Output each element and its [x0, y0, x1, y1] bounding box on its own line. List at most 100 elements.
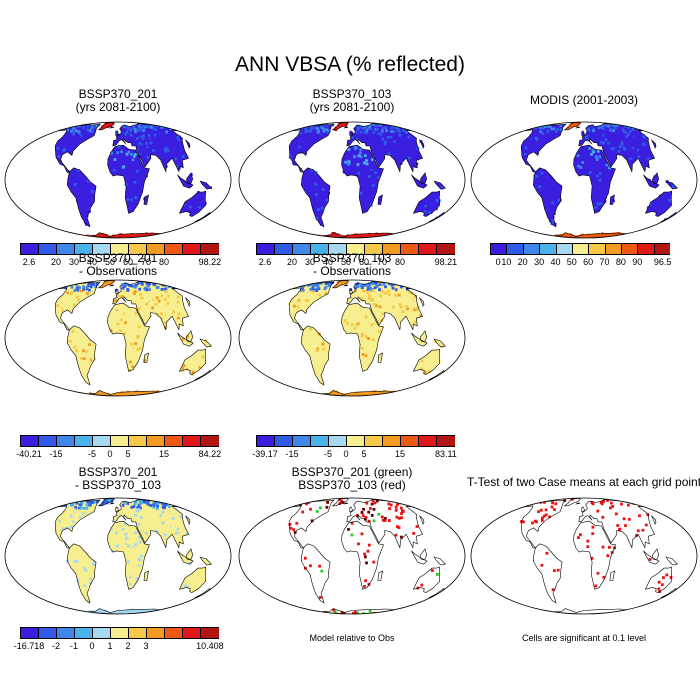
colorbar-swatch	[200, 243, 219, 255]
coastline-new-guinea	[199, 556, 212, 566]
colorbar-tick-label: -39.17	[252, 449, 278, 459]
continent-africa	[341, 521, 384, 590]
coastline-north-america	[288, 123, 335, 173]
colorbar-swatch	[256, 243, 275, 255]
colorbar-swatch	[400, 243, 419, 255]
map-border	[4, 279, 232, 397]
continent-indonesia	[177, 550, 194, 565]
colorbar-tick-label: 5	[125, 449, 131, 459]
coastline-new-zealand	[428, 369, 445, 380]
coastline-indonesia	[411, 174, 428, 189]
coastline-uk	[115, 288, 119, 294]
continent-africa	[107, 303, 150, 372]
coastline-europe-asia	[578, 123, 656, 173]
coastline-layer	[288, 280, 446, 396]
colorbar-swatch	[56, 435, 75, 447]
colorbar-tick-label: 80	[158, 257, 170, 267]
colorbar-tick-label: 0	[495, 257, 501, 267]
colorbar-swatch	[146, 627, 165, 639]
continent-africa	[107, 145, 150, 214]
colorbar: -16.718 -2 -1 0 1 2 3 10.408	[14, 627, 224, 651]
colorbar-tick-label: 20	[286, 257, 298, 267]
continent-uk	[581, 506, 585, 512]
panel-relative-map: BSSP370_201 (green) BSSP370_103 (red) Mo…	[234, 466, 470, 666]
colorbar-swatch	[200, 435, 219, 447]
colorbar-tick-label: 5	[361, 449, 367, 459]
coastline-madagascar	[377, 352, 383, 363]
coastline-uk	[115, 506, 119, 512]
map-border	[4, 497, 232, 615]
coastline-new-guinea	[433, 556, 446, 566]
world-map	[4, 121, 232, 239]
panel-title-line1: BSSP370_201 (green)	[291, 465, 413, 479]
coastline-japan	[651, 139, 657, 149]
coastline-europe-asia	[112, 499, 190, 549]
coastline-new-guinea	[199, 338, 212, 348]
colorbar-tick-label: 2.6	[258, 257, 272, 267]
colorbar-tick-label: 98.21	[434, 257, 458, 267]
coastline-africa	[573, 144, 616, 214]
colorbar-tick-label: 40	[86, 257, 98, 267]
colorbar-swatch	[346, 435, 365, 447]
panel-title: BSSP370_201 (yrs 2081-2100)	[0, 88, 236, 114]
coastline-madagascar	[143, 352, 149, 363]
panel-title-line1: MODIS (2001-2003)	[529, 93, 639, 107]
coastline-europe-asia	[578, 499, 656, 549]
coastline-japan	[185, 515, 191, 525]
coastline-europe-asia	[346, 123, 424, 173]
coastline-new-guinea	[199, 180, 212, 190]
coastline-new-guinea	[665, 556, 678, 566]
coastline-new-zealand	[428, 587, 445, 598]
continent-new-guinea	[200, 557, 212, 566]
coastline-north-america	[288, 499, 335, 549]
world-map	[470, 497, 698, 615]
coastline-south-america	[532, 543, 563, 604]
coastline-japan	[419, 297, 425, 307]
coastline-madagascar	[609, 194, 615, 205]
coastline-iceland	[109, 126, 115, 129]
coastline-indonesia	[411, 550, 428, 565]
continent-uk	[349, 506, 353, 512]
colorbar-tick-label: 2.6	[22, 257, 36, 267]
colorbar-tick-label: -1	[69, 641, 79, 651]
continent-indonesia	[643, 174, 660, 189]
coastline-new-zealand	[660, 211, 677, 222]
coastline-uk	[581, 506, 585, 512]
coastline-indonesia	[411, 332, 428, 347]
coastline-layer	[54, 280, 212, 396]
colorbar-swatch	[182, 627, 201, 639]
colorbar-swatch	[20, 243, 39, 255]
colorbar-swatch	[522, 243, 540, 255]
colorbar-swatch	[346, 243, 365, 255]
coastline-australia	[412, 566, 441, 593]
coastline-borneo	[652, 548, 660, 561]
coastline-north-america	[520, 499, 567, 549]
colorbar-tick-label: 15	[394, 449, 406, 459]
coastline-borneo	[186, 172, 194, 185]
panel-title-line1: BSSP370_103	[312, 251, 392, 265]
panel-title: BSSP370_103 (yrs 2081-2100)	[234, 88, 470, 114]
colorbar: 2.6 20 30 40 50 60 70 80 98.21	[256, 243, 457, 267]
map-border	[238, 121, 466, 239]
colorbar-swatch	[310, 243, 329, 255]
world-map	[4, 279, 232, 397]
colorbar-tick-label: 98.22	[198, 257, 222, 267]
coastline-borneo	[420, 548, 428, 561]
coastline-africa	[341, 144, 384, 214]
colorbar-swatch	[555, 243, 573, 255]
figure-title: ANN VBSA (% reflected)	[235, 53, 465, 76]
panel-title: MODIS (2001-2003)	[466, 94, 700, 107]
continent-borneo	[186, 330, 193, 342]
colorbar-tick-label: 60	[583, 257, 594, 267]
coastline-europe-asia	[346, 499, 424, 549]
continent-greenland	[564, 498, 581, 506]
coastline-australia	[412, 190, 441, 217]
coastline-japan	[185, 297, 191, 307]
colorbar-tick-label: 60	[358, 257, 370, 267]
coastline-australia	[644, 190, 673, 217]
colorbar-tick-label: 20	[517, 257, 528, 267]
coastline-europe-asia	[112, 281, 190, 331]
continent-indonesia	[411, 332, 428, 347]
coastline-africa	[107, 144, 150, 214]
panel-title-line1: BSSP370_201	[78, 465, 158, 479]
